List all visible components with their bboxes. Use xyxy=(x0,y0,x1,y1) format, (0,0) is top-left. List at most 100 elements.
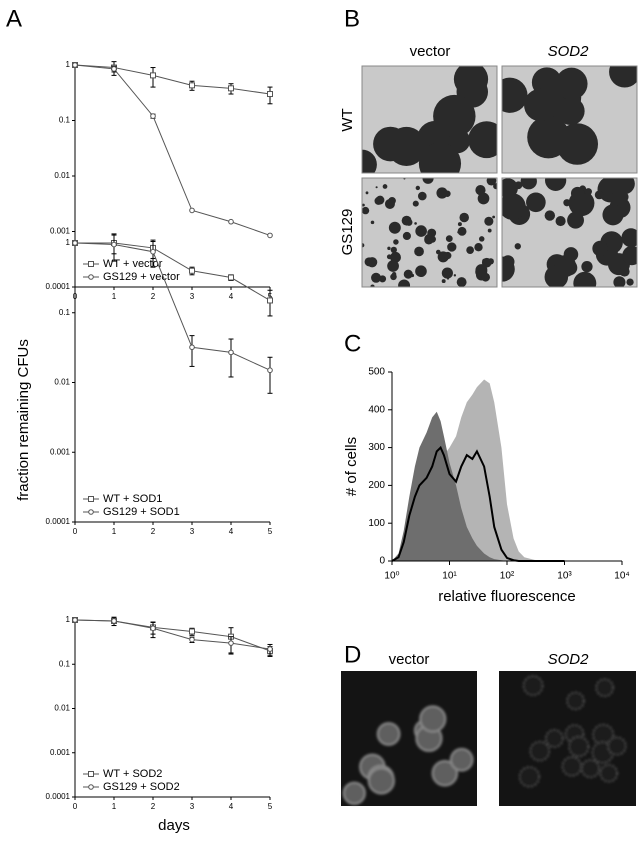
x-tick-label: 1 xyxy=(112,802,117,811)
colony xyxy=(581,260,593,273)
colony xyxy=(555,216,566,227)
row-label: WT xyxy=(339,108,356,131)
y-tick-label: 1 xyxy=(66,238,71,247)
colony xyxy=(524,88,557,122)
error-bar xyxy=(267,356,273,394)
y-tick-label: 0.001 xyxy=(50,748,71,757)
colony xyxy=(597,178,624,203)
colony xyxy=(545,178,567,191)
marker xyxy=(150,625,156,632)
y-tick-label: 0 xyxy=(379,556,385,567)
legend-label: WT + SOD1 xyxy=(103,493,162,505)
colony xyxy=(544,210,556,221)
colony xyxy=(415,185,420,191)
colony xyxy=(388,221,401,234)
marker xyxy=(150,72,156,79)
x-tick-label: 0 xyxy=(73,802,78,811)
colony xyxy=(418,142,462,173)
colony xyxy=(414,222,417,225)
marker xyxy=(189,628,195,635)
cell xyxy=(566,691,585,711)
series-line xyxy=(74,242,271,371)
cell xyxy=(607,736,627,756)
marker xyxy=(72,62,78,68)
colony xyxy=(415,225,427,237)
cell xyxy=(529,740,551,762)
y-tick-label: 100 xyxy=(368,518,385,529)
marker xyxy=(228,274,234,281)
colony xyxy=(453,274,457,277)
colony xyxy=(367,257,378,268)
error-bar xyxy=(189,335,195,367)
colony xyxy=(387,246,391,251)
colony xyxy=(365,191,369,195)
marker xyxy=(189,267,195,274)
marker xyxy=(150,113,156,119)
marker xyxy=(228,85,234,92)
row-label: GS129 xyxy=(339,209,356,256)
colony xyxy=(447,242,457,252)
marker xyxy=(111,66,117,72)
colony xyxy=(475,264,488,277)
image-frame xyxy=(501,177,638,288)
colony xyxy=(486,178,497,186)
legend-label: GS129 + vector xyxy=(103,271,180,283)
colony xyxy=(456,277,467,287)
colony xyxy=(555,67,588,100)
marker xyxy=(228,218,234,225)
colony xyxy=(468,121,497,159)
colony xyxy=(567,211,584,229)
colony xyxy=(570,186,585,200)
colony xyxy=(433,94,476,138)
y-tick-label: 0.01 xyxy=(54,378,70,387)
y-tick-label: 0.0001 xyxy=(46,282,71,291)
y-tick-label: 300 xyxy=(368,442,385,453)
colony xyxy=(613,276,626,287)
cell xyxy=(599,763,619,783)
x-tick-label: 0 xyxy=(73,527,78,536)
panel-label: C xyxy=(344,330,361,357)
colony xyxy=(393,239,399,245)
colony xyxy=(626,278,634,286)
colony xyxy=(436,187,448,199)
colony xyxy=(390,246,397,254)
colony xyxy=(387,260,399,272)
colony-image xyxy=(502,66,637,173)
colony xyxy=(584,188,592,196)
colony xyxy=(390,251,401,263)
colony xyxy=(374,196,383,205)
micro-cells xyxy=(342,705,474,805)
x-tick-label: 1 xyxy=(112,527,117,536)
marker xyxy=(72,240,78,246)
colony xyxy=(403,269,413,279)
panel-label: B xyxy=(344,5,360,32)
colony xyxy=(362,206,370,215)
colony xyxy=(362,203,365,207)
colony xyxy=(502,178,518,199)
legend-marker xyxy=(88,274,94,280)
colony xyxy=(441,279,446,284)
colony xyxy=(556,97,585,126)
marker xyxy=(111,618,117,624)
x-tick-label: 10³ xyxy=(557,571,572,582)
cell xyxy=(342,781,366,805)
colony xyxy=(362,149,377,173)
x-tick-label: 3 xyxy=(190,292,195,301)
colony xyxy=(441,267,453,279)
colony xyxy=(502,255,515,269)
colony xyxy=(484,216,494,226)
y-tick-label: 0.001 xyxy=(50,447,71,456)
series-line xyxy=(74,619,271,650)
colony xyxy=(417,191,427,201)
colony xyxy=(457,231,460,234)
x-tick-label: 4 xyxy=(229,292,234,301)
x-tick-label: 4 xyxy=(229,802,234,811)
colony xyxy=(371,272,382,283)
marker xyxy=(150,248,156,255)
colony xyxy=(444,251,452,260)
colony xyxy=(609,66,637,88)
colony xyxy=(526,192,546,213)
series-line xyxy=(74,64,271,236)
colony xyxy=(382,184,388,189)
